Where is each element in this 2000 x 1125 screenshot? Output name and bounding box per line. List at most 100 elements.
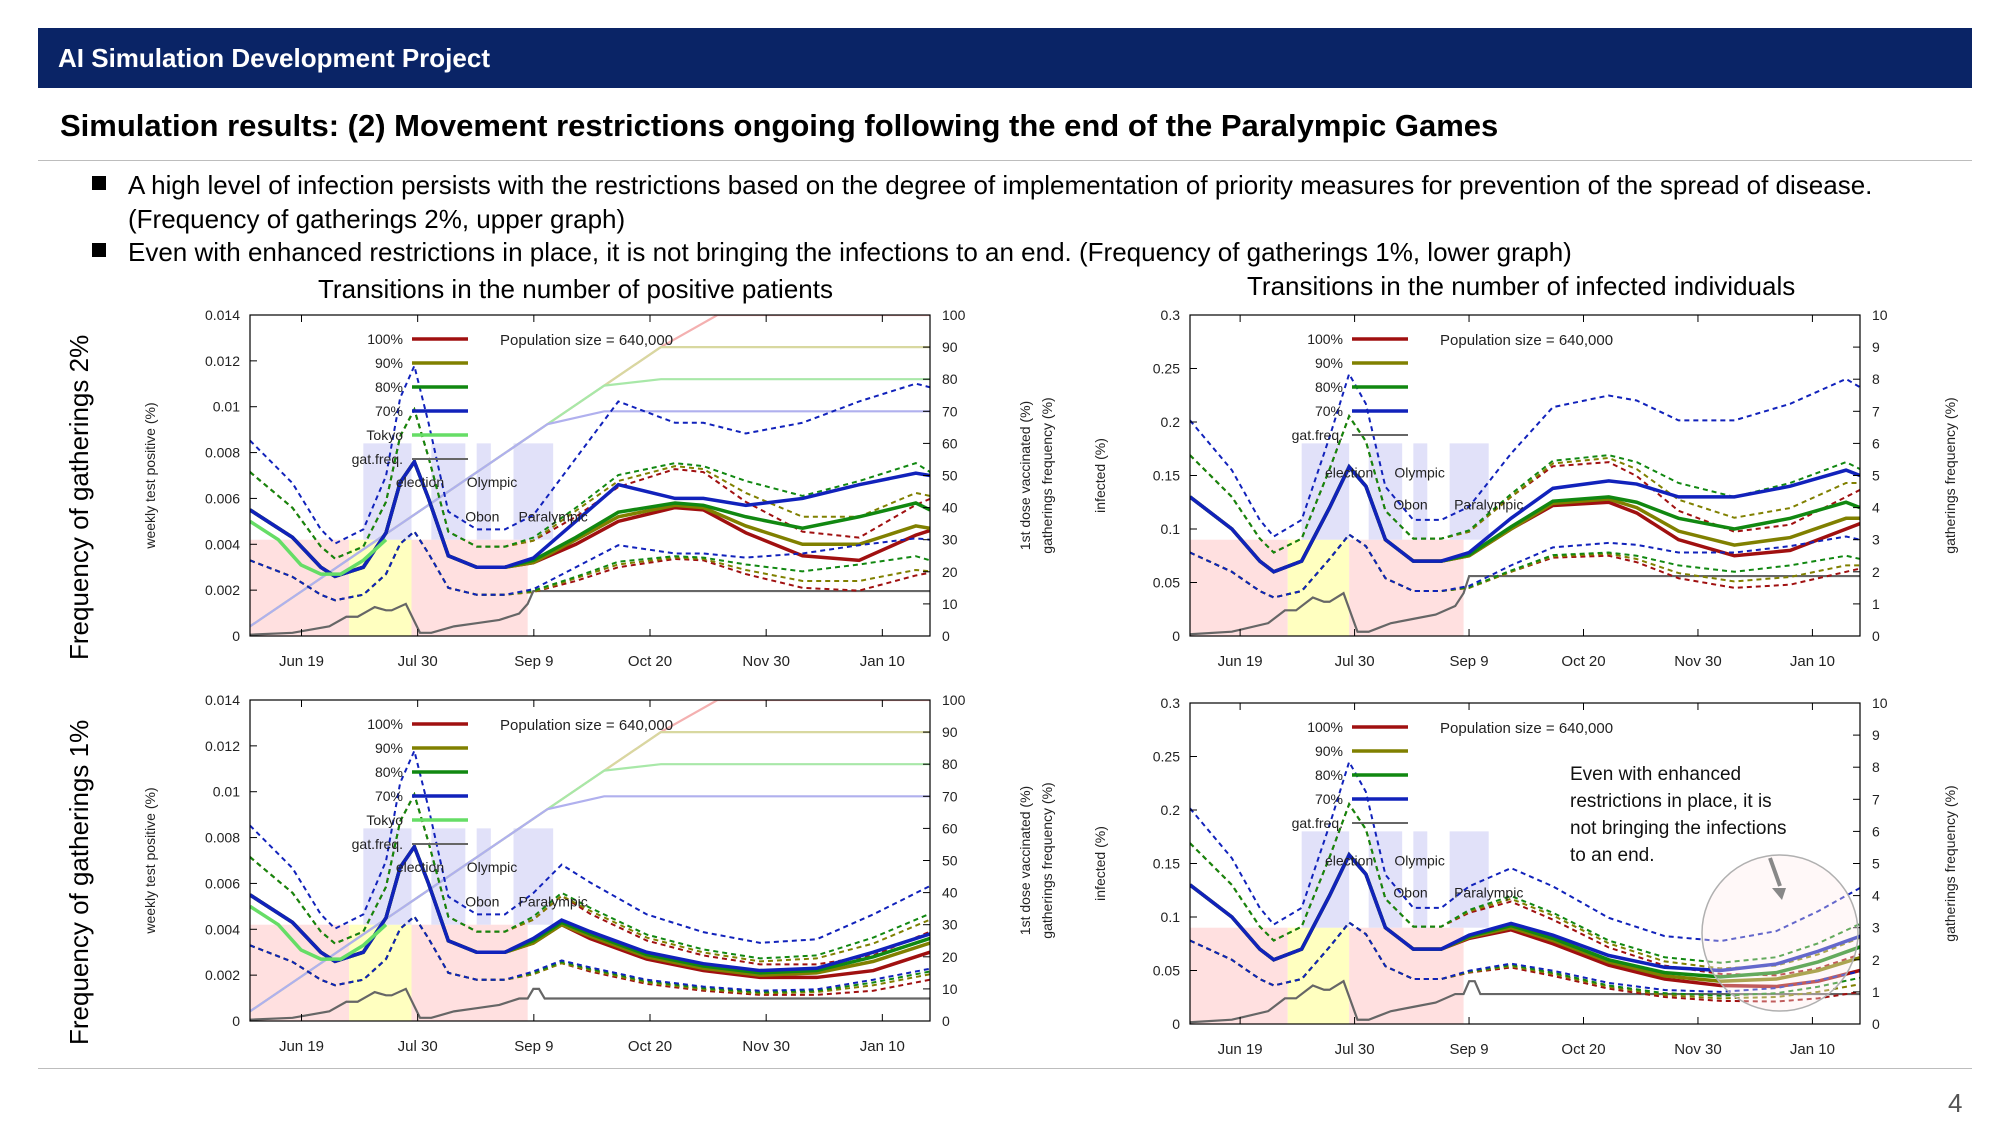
yellow-shade [1287, 927, 1350, 1024]
x-tick-label: Jul 30 [1335, 653, 1375, 670]
series-line-70% [1190, 463, 1860, 574]
y2-tick-label: 8 [1872, 759, 1880, 775]
chart-infected-2pct: 0 0.05 0.1 0.15 0.2 0.25 0.3 0 1 2 3 4 5 6 7 8 9 10 Jun 19… [1092, 307, 1958, 670]
legend-label: 70% [375, 788, 403, 804]
event-label: Paralympic [519, 893, 588, 909]
y2-tick-label: 6 [1872, 435, 1880, 451]
yellow-shade [349, 924, 412, 1021]
legend-label: 100% [367, 331, 403, 347]
chart-infected-1pct: 0 0.05 0.1 0.15 0.2 0.25 0.3 0 1 2 3 4 5 6 7 8 9 10 Jun 19… [1092, 695, 1958, 1058]
x-tick-label: Jul 30 [1335, 1041, 1375, 1058]
y-tick-label: 0.004 [205, 921, 240, 937]
y2-tick-label: 100 [942, 307, 966, 323]
legend-label: 100% [1307, 719, 1343, 735]
legend-label: 90% [1315, 743, 1343, 759]
y2-tick-label: 1 [1872, 984, 1880, 1000]
y2-tick-label: 70 [942, 403, 958, 419]
event-label: election [396, 859, 444, 875]
x-tick-label: Jul 30 [398, 653, 438, 670]
y2-axis-label: 1st dose vaccinated (%) [1017, 401, 1033, 550]
y-tick-label: 0.2 [1161, 414, 1181, 430]
legend-label: gat.freq. [352, 836, 403, 852]
y2-tick-label: 10 [1872, 307, 1888, 323]
bullet-square-icon [92, 176, 106, 190]
y-tick-label: 0.002 [205, 582, 240, 598]
y2-tick-label: 30 [942, 532, 958, 548]
legend-label: 80% [375, 764, 403, 780]
y-tick-label: 0 [1172, 1016, 1180, 1032]
legend-label: 100% [1307, 331, 1343, 347]
y2-tick-label: 2 [1872, 952, 1880, 968]
legend-label: 80% [375, 379, 403, 395]
y2-tick-label: 2 [1872, 564, 1880, 580]
y-tick-label: 0.05 [1153, 575, 1180, 591]
population-annotation: Population size = 640,000 [500, 717, 673, 734]
y2-tick-label: 80 [942, 371, 958, 387]
y2-tick-label: 10 [942, 981, 958, 997]
x-tick-label: Nov 30 [1674, 1041, 1722, 1058]
y2-tick-label: 10 [1872, 695, 1888, 711]
y2-tick-label: 4 [1872, 500, 1880, 516]
lower-bound-90% [1190, 533, 1860, 599]
legend-label: 70% [1315, 791, 1343, 807]
y2-tick-label: 20 [942, 949, 958, 965]
y-tick-label: 0.006 [205, 875, 240, 891]
left-column-heading: Transitions in the number of positive pa… [318, 274, 833, 304]
y2-tick-label: 0 [1872, 628, 1880, 644]
page-number: 4 [1948, 1088, 1963, 1118]
x-tick-label: Oct 20 [1561, 653, 1605, 670]
lavender-shade [1368, 831, 1403, 928]
event-label: Obon [1393, 885, 1427, 901]
x-tick-label: Jul 30 [398, 1038, 438, 1055]
y2-tick-label: 50 [942, 468, 958, 484]
gatherings-frequency-line [1190, 574, 1860, 636]
upper-bound-70% [1190, 371, 1860, 538]
population-annotation: Population size = 640,000 [500, 332, 673, 349]
callout-text: restrictions in place, it is [1570, 791, 1772, 812]
lavender-shade [1413, 443, 1428, 540]
y2-axis-label: gatherings frequency (%) [1942, 397, 1958, 553]
y-axis-label: infected (%) [1092, 826, 1108, 901]
y2-tick-label: 7 [1872, 791, 1880, 807]
y2-tick-label: 100 [942, 692, 966, 708]
y-axis-label: weekly test positive (%) [142, 787, 158, 934]
x-tick-label: Jan 10 [1790, 653, 1835, 670]
lower-bound-70% [250, 529, 930, 602]
y2-tick-label: 60 [942, 435, 958, 451]
y2-tick-label: 0 [942, 628, 950, 644]
upper-bound-90% [1190, 802, 1860, 970]
gatherings-frequency-line [1190, 979, 1860, 1024]
x-tick-label: Jun 19 [1218, 653, 1263, 670]
chart-positive-2pct: 0 0.002 0.004 0.006 0.008 0.01 0.012 0.014 0 10 20… [142, 307, 1055, 670]
x-tick-label: Sep 9 [1449, 653, 1488, 670]
y2-tick-label: 3 [1872, 920, 1880, 936]
legend-label: 70% [375, 403, 403, 419]
bullet-square-icon [92, 243, 106, 257]
lower-bound-70% [1190, 921, 1860, 993]
y-tick-label: 0.3 [1161, 695, 1181, 711]
legend-label: Tokyo [366, 812, 403, 828]
y2-tick-label: 9 [1872, 339, 1880, 355]
y2-tick-label: 5 [1872, 468, 1880, 484]
yellow-shade [349, 539, 412, 636]
y-tick-label: 0.002 [205, 967, 240, 983]
y-tick-label: 0.01 [213, 784, 240, 800]
y-tick-label: 0.014 [205, 307, 240, 323]
legend-label: 80% [1315, 767, 1343, 783]
bullet-2-text: Even with enhanced restrictions in place… [128, 237, 1572, 267]
lavender-shade [1301, 831, 1350, 928]
callout-text: Even with enhanced [1570, 764, 1741, 785]
y2-tick-label: 50 [942, 853, 958, 869]
y2-tick-label: 10 [942, 596, 958, 612]
event-label: election [396, 474, 444, 490]
y-tick-label: 0.004 [205, 536, 240, 552]
y-tick-label: 0 [1172, 628, 1180, 644]
y-tick-label: 0.008 [205, 830, 240, 846]
y-tick-label: 0.2 [1161, 802, 1181, 818]
y-tick-label: 0.014 [205, 692, 240, 708]
upper-bound-70% [250, 747, 930, 944]
page-title: Simulation results: (2) Movement restric… [60, 108, 1499, 143]
highlight-circle [1701, 854, 1859, 1012]
callout-text: to an end. [1570, 845, 1655, 866]
y2-tick-label: 6 [1872, 823, 1880, 839]
